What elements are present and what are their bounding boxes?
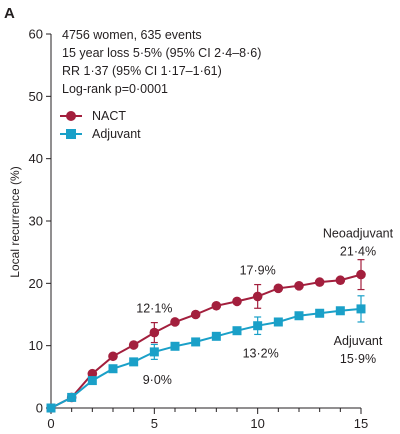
adjuvant-data-point	[191, 337, 201, 347]
data-annotation: 9·0%	[143, 373, 172, 387]
info-line-loss: 15 year loss 5·5% (95% CI 2·4–8·6)	[62, 46, 261, 60]
adjuvant-data-point	[67, 392, 77, 402]
data-annotation: 21·4%	[340, 245, 376, 259]
legend-nact-marker	[66, 111, 76, 121]
panel-label: A	[4, 5, 15, 22]
y-tick-label: 0	[36, 401, 43, 416]
legend-adjuvant-label: Adjuvant	[92, 127, 141, 141]
nact-data-point	[128, 340, 139, 350]
info-line-events: 4756 women, 635 events	[62, 28, 202, 42]
nact-data-point	[170, 317, 180, 327]
nact-data-point	[252, 291, 263, 302]
adjuvant-data-point	[211, 331, 221, 341]
y-tick-label: 40	[29, 151, 43, 166]
nact-data-point	[211, 300, 222, 311]
adjuvant-data-point	[129, 357, 139, 367]
y-axis-title: Local recurrence (%)	[8, 166, 22, 277]
nact-data-point	[232, 296, 242, 307]
adjuvant-data-point	[294, 311, 304, 321]
adjuvant-data-point	[253, 321, 263, 331]
info-line-rr: RR 1·37 (95% CI 1·17–1·61)	[62, 64, 222, 78]
nact-data-point	[294, 281, 304, 291]
adjuvant-data-point	[149, 347, 159, 357]
y-tick-label: 60	[29, 27, 43, 42]
legend: NACT Adjuvant	[60, 109, 141, 141]
adjuvant-data-point	[273, 317, 283, 327]
x-tick-label: 5	[151, 416, 158, 431]
adjuvant-series-line	[50, 307, 362, 409]
nact-data-point	[149, 327, 160, 338]
adjuvant-data-point	[315, 308, 325, 318]
plot-area: 0 10 20 30 40 50 60 0 5 10 15 12·1% 9·0% 17·9% 13·2% Ne…	[29, 27, 394, 432]
info-box: 4756 women, 635 events 15 year loss 5·5%…	[62, 28, 261, 96]
nact-series-line	[50, 273, 362, 409]
x-tick-label: 15	[354, 416, 368, 431]
adjuvant-data-point	[170, 341, 180, 351]
y-tick-label: 30	[29, 214, 43, 229]
y-tick-label: 20	[29, 276, 43, 291]
nact-data-point	[356, 269, 366, 280]
data-annotation: Neoadjuvant	[323, 227, 394, 241]
legend-adjuvant-marker	[66, 129, 76, 139]
adjuvant-data-point	[46, 403, 56, 413]
data-annotation: 17·9%	[240, 263, 276, 277]
data-annotation: 15·9%	[340, 352, 376, 366]
info-line-logrank: Log-rank p=0·0001	[62, 82, 168, 96]
legend-nact-label: NACT	[92, 109, 126, 123]
adjuvant-data-point	[232, 326, 242, 336]
data-annotation: Adjuvant	[334, 334, 383, 348]
adjuvant-data-point	[87, 376, 97, 386]
nact-data-point	[314, 277, 325, 287]
x-tick-label: 10	[250, 416, 264, 431]
data-annotation: 13·2%	[243, 347, 279, 361]
adjuvant-data-point	[335, 306, 345, 316]
nact-data-point	[108, 351, 118, 362]
y-tick-label: 10	[29, 338, 43, 353]
x-tick-label: 0	[47, 416, 54, 431]
adjuvant-data-point	[356, 304, 366, 314]
nact-data-point	[335, 275, 346, 286]
nact-data-point	[190, 309, 201, 320]
data-annotation: 12·1%	[136, 302, 172, 316]
y-tick-label: 50	[29, 89, 43, 104]
adjuvant-data-point	[108, 364, 118, 374]
nact-data-point	[273, 283, 284, 294]
